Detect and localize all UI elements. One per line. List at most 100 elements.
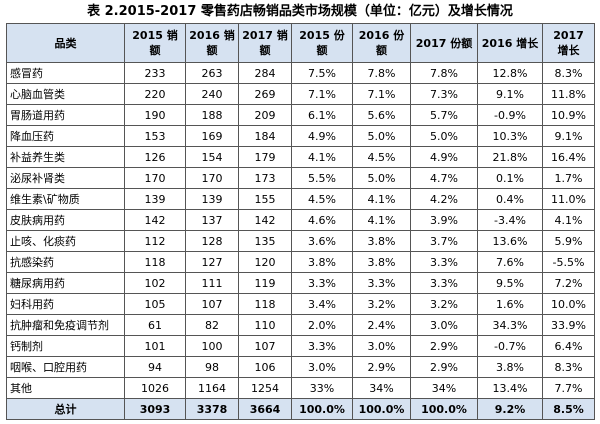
cell: 8.3% (542, 62, 595, 84)
body-row: 维生素\矿物质 139 139 155 4.5% 4.1% 4.2% 0.4% 11.0% (6, 188, 595, 210)
cell: 2.9% (352, 356, 411, 378)
cell: 2017 增长 (542, 23, 595, 63)
cell: 10.0% (542, 293, 595, 315)
cell: 3.3% (291, 335, 353, 357)
cell: 33% (291, 377, 353, 399)
cell: 184 (238, 125, 292, 147)
data-table: 品类 2015 销额 2016 销额 2017 销额 2015 份额 2016 份额 201… (6, 23, 595, 420)
row-label: 其他 (6, 377, 125, 399)
cell: 11.8% (542, 83, 595, 105)
cell: 4.1% (352, 188, 411, 210)
cell: 0.4% (477, 188, 543, 210)
cell: 1026 (124, 377, 186, 399)
cell: 3.8% (352, 230, 411, 252)
cell: 3.9% (410, 209, 478, 231)
cell: 5.0% (352, 125, 411, 147)
cell: 2017 份额 (410, 23, 478, 63)
cell: 82 (185, 314, 239, 336)
cell: 61 (124, 314, 186, 336)
body-row: 妇科用药 105 107 118 3.4% 3.2% 3.2% 1.6% 10.0% (6, 293, 595, 315)
cell: 7.2% (542, 272, 595, 294)
body-row: 钙制剂 101 100 107 3.3% 3.0% 2.9% -0.7% 6.4% (6, 335, 595, 357)
cell: 3.4% (291, 293, 353, 315)
cell: 9.1% (477, 83, 543, 105)
cell: 105 (124, 293, 186, 315)
cell: 8.5% (542, 398, 595, 420)
cell: 240 (185, 83, 239, 105)
cell: 126 (124, 146, 186, 168)
cell: 1164 (185, 377, 239, 399)
cell: 111 (185, 272, 239, 294)
row-label: 补益养生类 (6, 146, 125, 168)
cell: 7.6% (477, 251, 543, 273)
cell: 3.6% (291, 230, 353, 252)
body-row: 胃肠道用药 190 188 209 6.1% 5.6% 5.7% -0.9% 10.9% (6, 104, 595, 126)
cell: 5.5% (291, 167, 353, 189)
body-row: 其他 1026 1164 1254 33% 34% 34% 13.4% 7.7% (6, 377, 595, 399)
cell: 179 (238, 146, 292, 168)
cell: 142 (238, 209, 292, 231)
cell: 3.8% (352, 251, 411, 273)
cell: 190 (124, 104, 186, 126)
cell: 127 (185, 251, 239, 273)
cell: 2016 增长 (477, 23, 543, 63)
cell: 100 (185, 335, 239, 357)
total-row: 总计 3093 3378 3664 100.0% 100.0% 100.0% 9.2% 8.5% (6, 398, 595, 420)
cell: 10.9% (542, 104, 595, 126)
cell: 6.1% (291, 104, 353, 126)
cell: 33.9% (542, 314, 595, 336)
cell: 1.6% (477, 293, 543, 315)
cell: 137 (185, 209, 239, 231)
cell: 3378 (185, 398, 239, 420)
cell: 2.4% (352, 314, 411, 336)
cell: 3.8% (291, 251, 353, 273)
cell: 2.9% (410, 356, 478, 378)
cell: 5.7% (410, 104, 478, 126)
cell: 16.4% (542, 146, 595, 168)
cell: 34% (352, 377, 411, 399)
row-label: 总计 (6, 398, 125, 420)
cell: 263 (185, 62, 239, 84)
cell: 233 (124, 62, 186, 84)
cell: 4.1% (291, 146, 353, 168)
cell: 7.1% (352, 83, 411, 105)
row-label: 降血压药 (6, 125, 125, 147)
cell: 118 (238, 293, 292, 315)
cell: 3.7% (410, 230, 478, 252)
cell: 9.5% (477, 272, 543, 294)
body-row: 补益养生类 126 154 179 4.1% 4.5% 4.9% 21.8% 16.4% (6, 146, 595, 168)
cell: 135 (238, 230, 292, 252)
cell: 220 (124, 83, 186, 105)
cell: 3.3% (410, 251, 478, 273)
cell: 34.3% (477, 314, 543, 336)
cell: 3.3% (410, 272, 478, 294)
body-row: 感冒药 233 263 284 7.5% 7.8% 7.8% 12.8% 8.3% (6, 62, 595, 84)
cell: 3.0% (291, 356, 353, 378)
body-row: 抗肿瘤和免疫调节剂 61 82 110 2.0% 2.4% 3.0% 34.3% 33.9% (6, 314, 595, 336)
cell: 2015 销额 (124, 23, 186, 63)
cell: 128 (185, 230, 239, 252)
cell: 3.2% (352, 293, 411, 315)
cell: 153 (124, 125, 186, 147)
cell: 21.8% (477, 146, 543, 168)
cell: 209 (238, 104, 292, 126)
cell: 269 (238, 83, 292, 105)
cell: 3093 (124, 398, 186, 420)
cell: 13.4% (477, 377, 543, 399)
row-label: 糖尿病用药 (6, 272, 125, 294)
cell: 170 (124, 167, 186, 189)
cell: 5.9% (542, 230, 595, 252)
cell: 11.0% (542, 188, 595, 210)
cell: 1.7% (542, 167, 595, 189)
cell: 7.3% (410, 83, 478, 105)
row-label: 维生素\矿物质 (6, 188, 125, 210)
cell: 139 (185, 188, 239, 210)
cell: 3664 (238, 398, 292, 420)
row-label: 胃肠道用药 (6, 104, 125, 126)
cell: 7.7% (542, 377, 595, 399)
cell: 4.7% (410, 167, 478, 189)
cell: 9.2% (477, 398, 543, 420)
cell: 2016 销额 (185, 23, 239, 63)
cell: 3.0% (352, 335, 411, 357)
